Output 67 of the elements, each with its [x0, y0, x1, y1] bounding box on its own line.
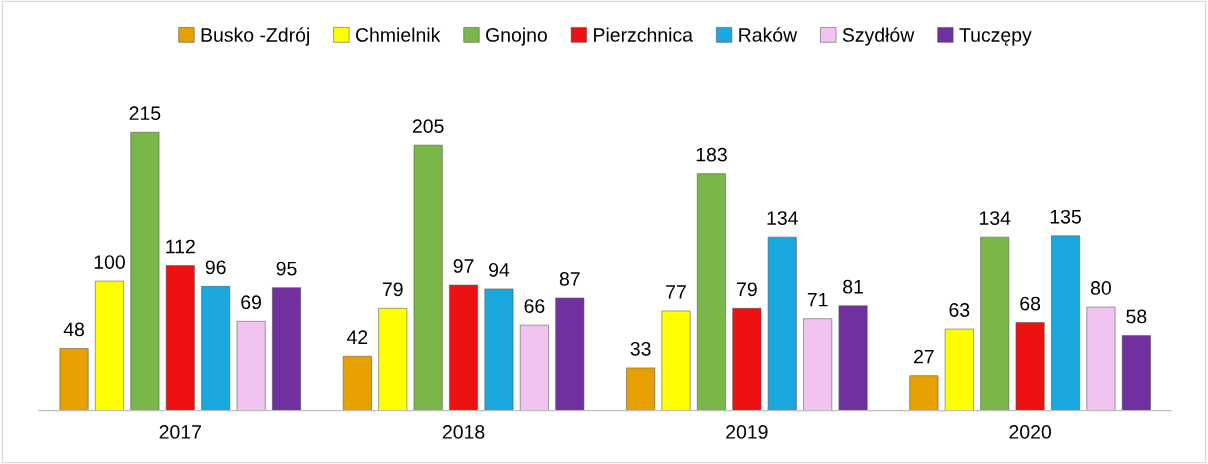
data-label: 134 — [979, 211, 1011, 225]
data-label: 66 — [524, 299, 545, 313]
data-label: 77 — [666, 285, 686, 299]
bar — [838, 305, 868, 411]
data-label: 79 — [737, 282, 757, 297]
bar — [980, 236, 1010, 411]
data-label: 183 — [696, 147, 727, 162]
legend-label: Chmielnik — [355, 27, 441, 42]
legend-label: Tuczępy — [959, 28, 1032, 46]
bar — [696, 173, 726, 411]
bar — [803, 318, 833, 411]
data-label: 94 — [489, 262, 510, 277]
legend-label: Pierzchnica — [594, 27, 693, 42]
data-label: 27 — [914, 349, 934, 364]
data-label: 68 — [1020, 296, 1041, 311]
data-label: 96 — [205, 260, 226, 275]
legend-label: Busko -Zdrój — [201, 27, 309, 46]
data-label: 79 — [382, 282, 403, 297]
data-label: 63 — [949, 303, 970, 317]
data-label: 71 — [807, 292, 828, 307]
bar — [944, 328, 974, 411]
bar — [201, 286, 231, 411]
bar — [1015, 322, 1045, 411]
bar — [484, 288, 514, 411]
bar — [1051, 235, 1080, 411]
x-tick-label: 2019 — [726, 425, 768, 439]
data-label: 97 — [453, 259, 474, 273]
bar — [272, 287, 301, 411]
bar — [449, 284, 479, 411]
bar — [236, 321, 266, 411]
data-label: 135 — [1050, 209, 1081, 224]
bar — [165, 265, 195, 411]
x-tick-label: 2018 — [442, 425, 485, 439]
data-label: 33 — [630, 341, 651, 356]
bar — [378, 308, 408, 411]
bar — [95, 280, 124, 411]
bar — [519, 324, 549, 411]
legend-label: Gnojno — [486, 27, 547, 46]
data-label: 80 — [1090, 281, 1111, 295]
legend-label: Raków — [739, 27, 798, 42]
data-label: 48 — [63, 322, 85, 337]
x-tick-label: 2020 — [1009, 425, 1051, 439]
bar — [413, 144, 443, 411]
bar — [555, 297, 585, 411]
data-label: 42 — [346, 330, 368, 344]
bar — [59, 348, 89, 411]
data-label: 87 — [559, 272, 580, 286]
bar — [661, 310, 691, 411]
data-label: 215 — [129, 106, 161, 121]
data-label: 112 — [166, 239, 195, 254]
data-label: 58 — [1126, 309, 1147, 324]
data-label: 100 — [94, 255, 125, 269]
data-label: 81 — [843, 279, 863, 294]
bar — [1086, 306, 1116, 411]
data-label: 95 — [276, 261, 297, 276]
data-label: 205 — [412, 119, 444, 134]
bar — [342, 355, 372, 411]
bar — [130, 131, 160, 411]
bar — [732, 308, 762, 411]
data-label: 134 — [767, 211, 798, 225]
x-tick-label: 2017 — [159, 425, 201, 439]
bar — [626, 367, 656, 411]
legend-label: Szydłów — [842, 27, 915, 46]
bar — [767, 236, 797, 411]
data-label: 69 — [241, 295, 262, 310]
bar — [909, 375, 939, 411]
bar — [1121, 335, 1151, 411]
